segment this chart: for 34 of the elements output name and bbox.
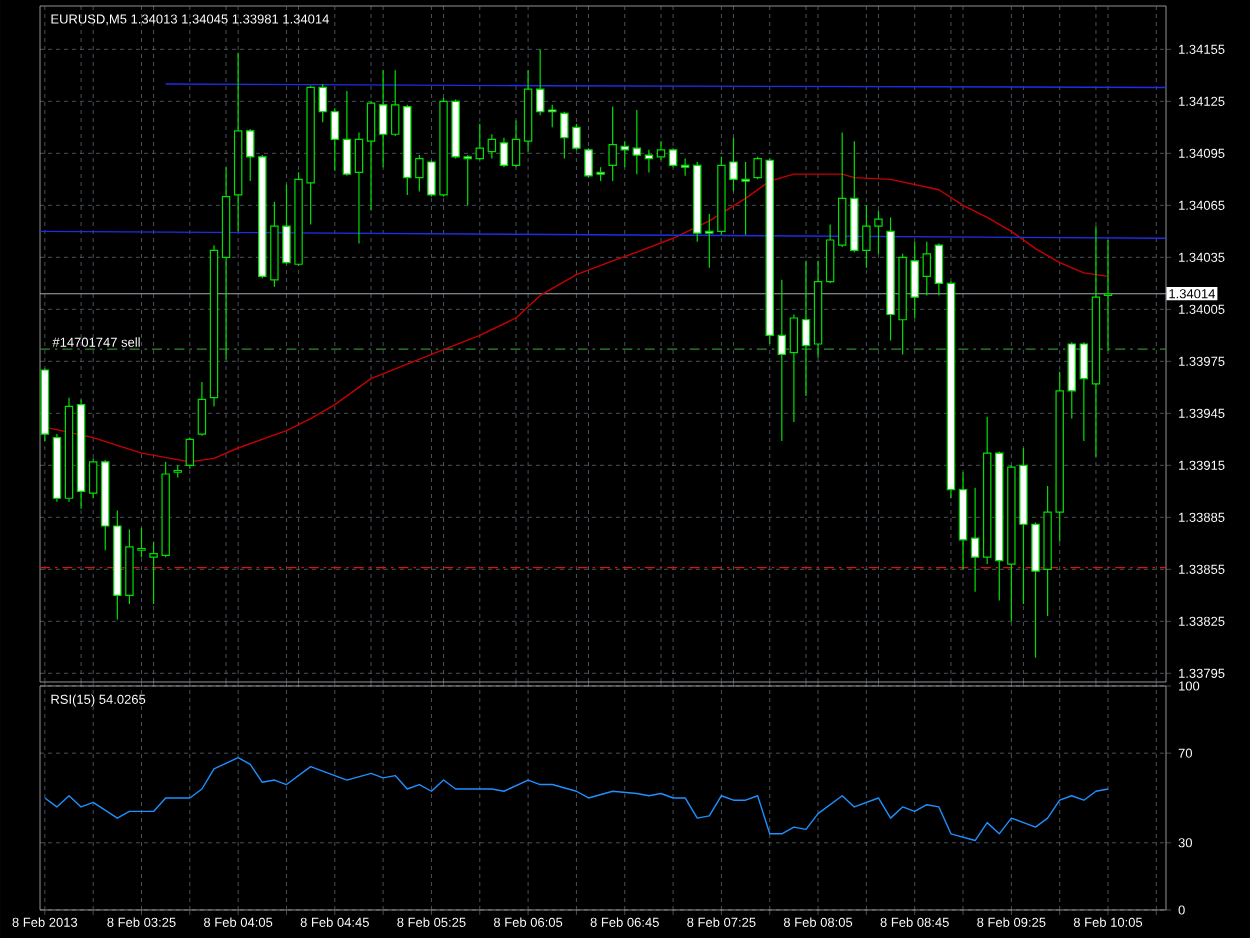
- candlestick: [632, 109, 642, 175]
- candlestick: [511, 119, 521, 168]
- candlestick: [1079, 341, 1089, 442]
- candlestick: [330, 107, 340, 172]
- candlestick: [813, 260, 823, 359]
- candlestick: [789, 313, 799, 423]
- candlestick: [487, 133, 497, 160]
- candlestick: [378, 69, 388, 168]
- candlestick: [366, 100, 376, 212]
- candlestick: [523, 69, 533, 153]
- candlestick: [946, 281, 956, 499]
- candlestick: [342, 90, 352, 177]
- candlestick: [197, 381, 207, 437]
- candlestick: [801, 260, 811, 397]
- candlestick: [958, 471, 968, 570]
- line-series: [44, 756, 1109, 842]
- candlestick: [390, 69, 400, 137]
- candlestick: [354, 131, 364, 245]
- candlestick: [499, 137, 509, 168]
- candlestick: [934, 242, 944, 297]
- candlestick: [825, 223, 835, 284]
- candlestick: [64, 397, 74, 503]
- candlestick: [668, 147, 678, 168]
- candlestick: [1091, 225, 1101, 458]
- candlestick: [76, 398, 86, 510]
- candlestick: [209, 244, 219, 407]
- candlestick: [233, 52, 243, 232]
- candlestick: [644, 149, 654, 173]
- candlestick: [221, 166, 231, 361]
- candlestick: [52, 433, 62, 503]
- candlestick: [656, 140, 666, 161]
- candlestick: [777, 279, 787, 442]
- candlestick: [838, 131, 847, 248]
- candlestick: [970, 487, 980, 593]
